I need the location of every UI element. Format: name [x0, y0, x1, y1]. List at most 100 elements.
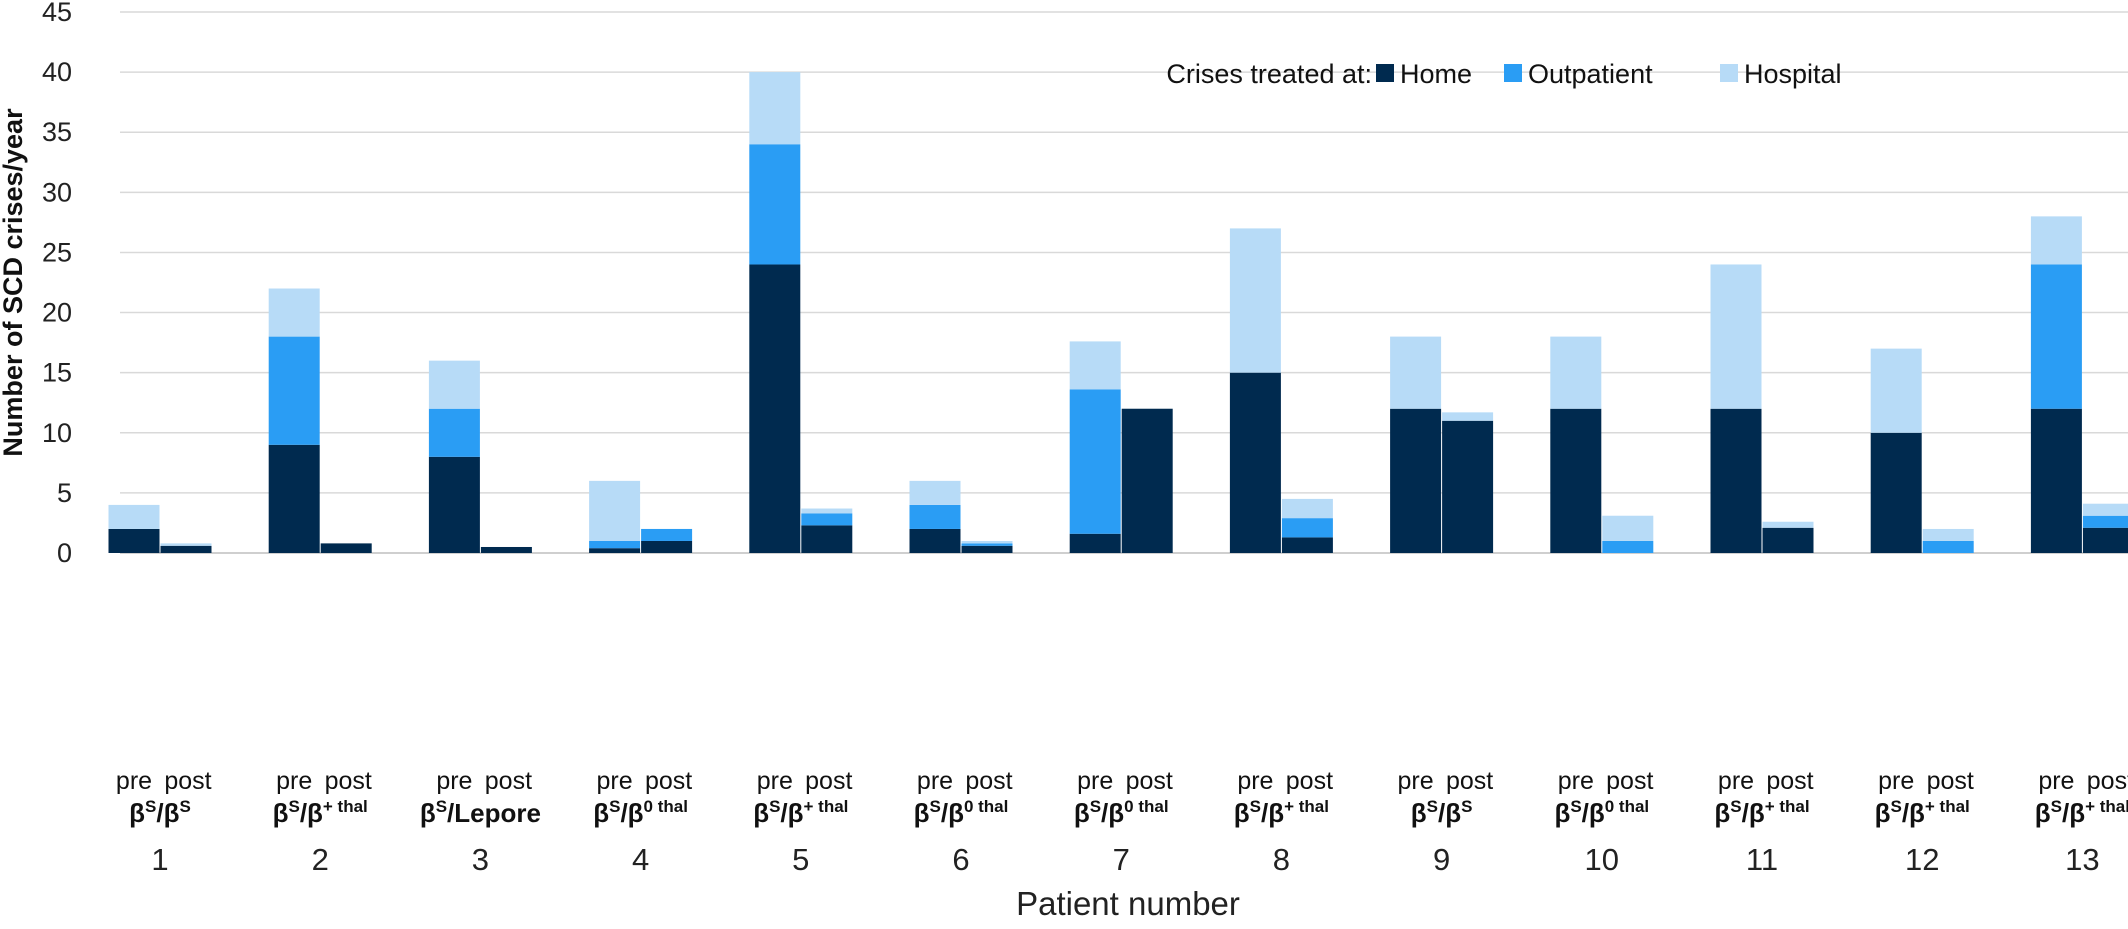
patient-3-group: [428, 360, 532, 553]
patient-number-label: 11: [1746, 842, 1778, 877]
bar-3-pre-outpatient: [428, 408, 480, 457]
bar-12-pre-hospital: [1870, 348, 1922, 433]
bar-5-pre-outpatient: [749, 144, 801, 265]
genotype-label: βS/β+ thal: [1234, 797, 1329, 828]
bar-6-pre-home: [909, 528, 961, 553]
patient-7-group: [1069, 341, 1173, 553]
patient-number-label: 7: [1113, 842, 1130, 877]
bar-label-pre: pre: [917, 767, 953, 795]
genotype-label: βS/Lepore: [420, 797, 541, 828]
patient-1-group: [108, 504, 212, 553]
patient-number-label: 13: [2065, 842, 2099, 877]
bar-10-post-outpatient: [1602, 540, 1654, 553]
bar-6-post-hospital: [961, 540, 1013, 544]
patient-number-label: 12: [1905, 842, 1939, 877]
genotype-label: βS/β0 thal: [593, 797, 688, 828]
bar-label-pre: pre: [1237, 767, 1273, 795]
y-tick-label: 10: [42, 418, 72, 448]
legend-label-outpatient: Outpatient: [1528, 59, 1653, 89]
bar-13-post-home: [2082, 527, 2128, 553]
bar-7-pre-hospital: [1069, 341, 1121, 390]
bar-8-pre-hospital: [1229, 228, 1281, 373]
bar-12-pre-home: [1870, 432, 1922, 553]
patient-11-group: [1710, 264, 1814, 553]
bar-1-post-hospital: [160, 543, 212, 546]
bar-label-post: post: [164, 767, 211, 795]
bar-9-pre-hospital: [1390, 336, 1442, 409]
bar-10-pre-hospital: [1550, 336, 1602, 409]
bar-label-pre: pre: [1398, 767, 1434, 795]
patient-2-group: [268, 288, 372, 553]
patient-number-label: 9: [1433, 842, 1450, 877]
y-tick-label: 5: [57, 478, 72, 508]
legend-label-hospital: Hospital: [1744, 59, 1842, 89]
legend-swatch-outpatient: [1504, 64, 1522, 82]
patient-number-label: 4: [632, 842, 649, 877]
y-tick-label: 25: [42, 237, 72, 267]
bar-10-post-hospital: [1602, 515, 1654, 541]
bar-label-pre: pre: [1558, 767, 1594, 795]
bar-13-post-hospital: [2082, 503, 2128, 516]
patient-number-label: 3: [472, 842, 489, 877]
legend-swatch-home: [1376, 64, 1394, 82]
bar-label-pre: pre: [1878, 767, 1914, 795]
patient-8-group: [1229, 228, 1333, 553]
y-tick-label: 35: [42, 117, 72, 147]
y-tick-label: 15: [42, 358, 72, 388]
legend: Crises treated at: Home Outpatient Hospita…: [1166, 59, 1841, 89]
x-axis-label: Patient number: [1016, 885, 1240, 922]
genotype-label: βS/β0 thal: [1554, 797, 1649, 828]
patient-number-label: 1: [151, 842, 168, 877]
bar-label-pre: pre: [436, 767, 472, 795]
bar-label-post: post: [2087, 767, 2128, 795]
bar-5-pre-home: [749, 264, 801, 553]
bar-11-post-hospital: [1762, 521, 1814, 528]
patient-10-group: [1550, 336, 1654, 553]
bar-12-post-hospital: [1922, 528, 1974, 541]
bar-1-pre-hospital: [108, 504, 160, 529]
bar-13-pre-outpatient: [2030, 264, 2082, 409]
bar-4-post-home: [641, 540, 693, 553]
bar-3-post-home: [480, 546, 532, 553]
bar-label-post: post: [325, 767, 372, 795]
genotype-label: βS/β+ thal: [1714, 797, 1809, 828]
bar-label-post: post: [485, 767, 532, 795]
bar-label-pre: pre: [1077, 767, 1113, 795]
bar-5-pre-hospital: [749, 72, 801, 145]
patient-9-group: [1390, 336, 1494, 553]
bar-2-pre-outpatient: [268, 336, 320, 445]
y-tick-label: 0: [57, 538, 72, 568]
bar-1-post-home: [160, 545, 212, 553]
bar-5-post-outpatient: [801, 513, 853, 526]
bar-label-pre: pre: [757, 767, 793, 795]
bar-2-pre-home: [268, 444, 320, 553]
bar-6-post-home: [961, 545, 1013, 553]
bar-12-post-outpatient: [1922, 540, 1974, 553]
bar-label-post: post: [965, 767, 1012, 795]
patient-number-label: 10: [1585, 842, 1619, 877]
bar-3-pre-home: [428, 456, 480, 553]
bars: [108, 72, 2128, 553]
bar-5-post-home: [801, 525, 853, 553]
genotype-label: βS/β+ thal: [2035, 797, 2128, 828]
bar-9-pre-home: [1390, 408, 1442, 553]
bar-4-pre-outpatient: [589, 540, 641, 549]
patient-number-label: 6: [952, 842, 969, 877]
genotype-label: βS/βS: [1411, 797, 1473, 828]
bar-7-post-home: [1121, 408, 1173, 553]
bar-label-post: post: [1286, 767, 1333, 795]
patient-number-label: 5: [792, 842, 809, 877]
genotype-label: βS/β0 thal: [914, 797, 1009, 828]
bar-3-pre-hospital: [428, 360, 480, 409]
bar-5-post-hospital: [801, 508, 853, 514]
bar-8-post-outpatient: [1281, 518, 1333, 538]
bar-6-pre-hospital: [909, 480, 961, 505]
bar-label-post: post: [1126, 767, 1173, 795]
bar-label-post: post: [1766, 767, 1813, 795]
patient-12-group: [1870, 348, 1974, 553]
bar-label-post: post: [645, 767, 692, 795]
bar-6-post-outpatient: [961, 543, 1013, 546]
bar-4-pre-hospital: [589, 480, 641, 541]
y-axis-label: Number of SCD crises/year: [0, 108, 28, 457]
patient-13-group: [2030, 216, 2128, 553]
